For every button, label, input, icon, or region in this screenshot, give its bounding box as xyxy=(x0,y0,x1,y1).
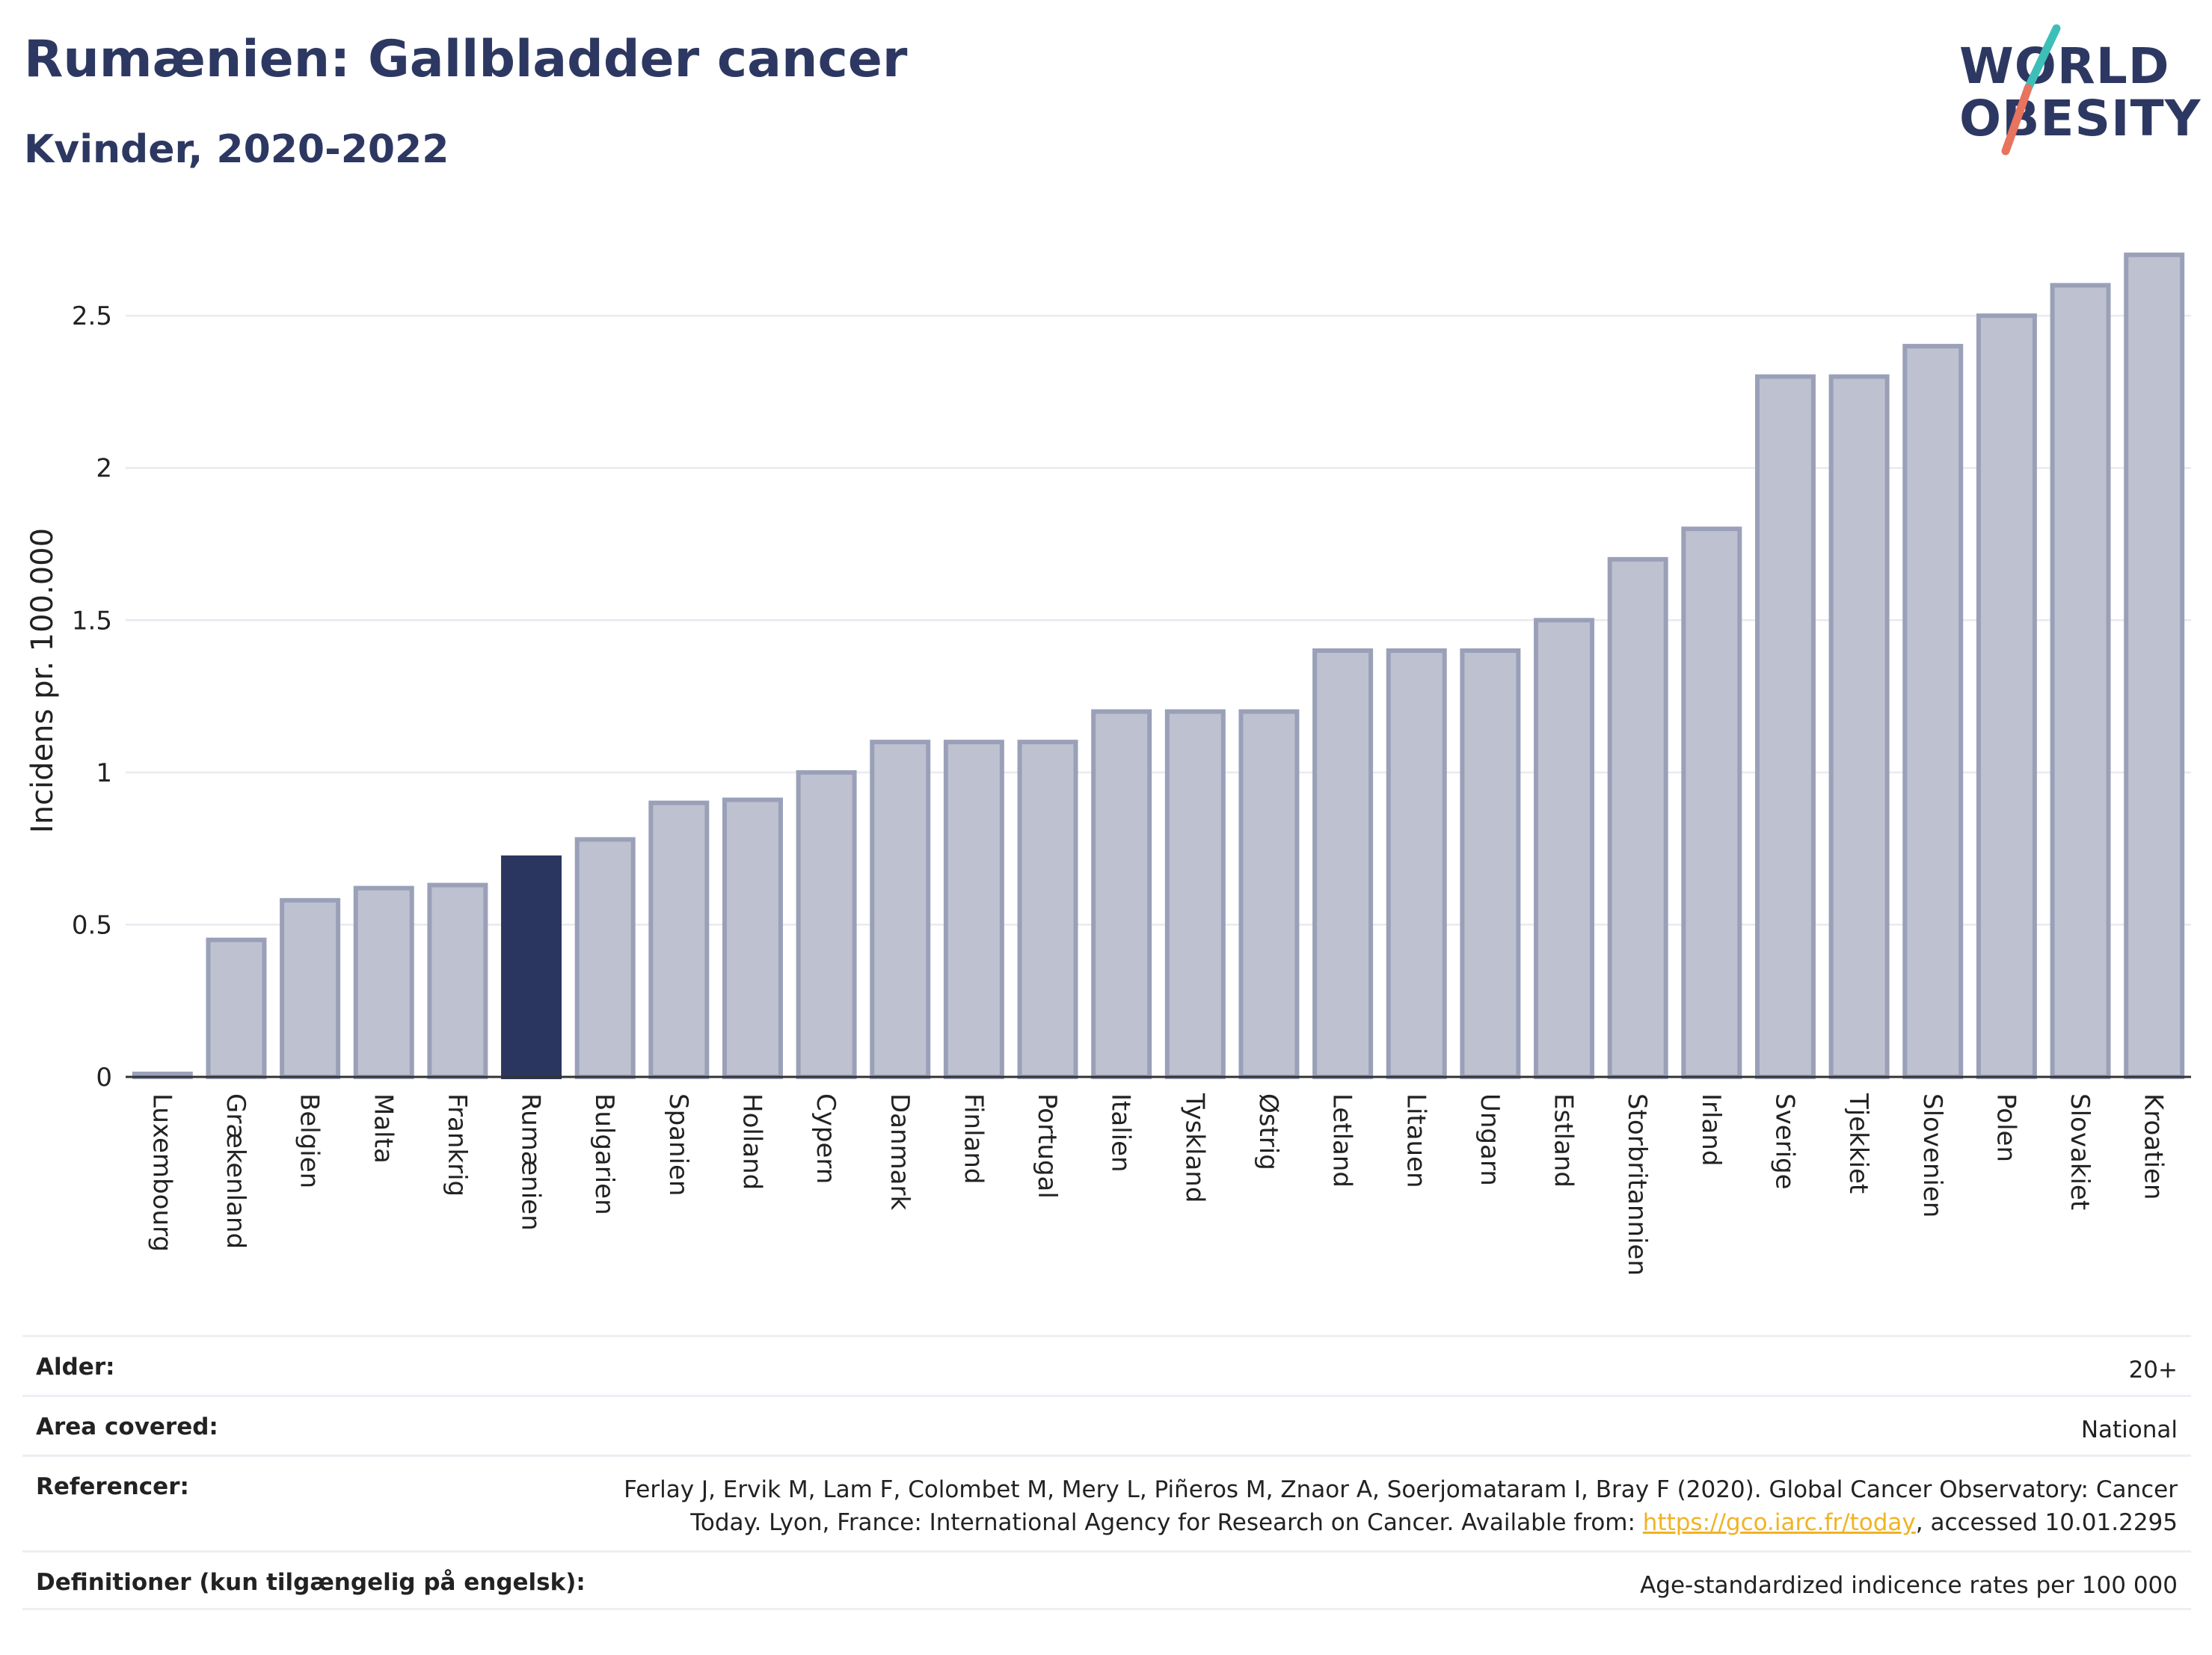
x-tick-label-17: Litauen xyxy=(1401,1093,1431,1188)
bar-3[interactable] xyxy=(353,885,414,1079)
x-tick-label-24: Slovenien xyxy=(1917,1093,1947,1218)
x-tick-label-9: Cypern xyxy=(811,1093,841,1184)
x-tick-label-2: Belgien xyxy=(295,1093,325,1188)
bar-8[interactable] xyxy=(722,797,783,1079)
y-axis-label: Incidens pr. 100.000 xyxy=(25,528,60,833)
x-tick-label-26: Slovakiet xyxy=(2065,1093,2095,1210)
bar-1[interactable] xyxy=(206,937,267,1079)
bar-4[interactable] xyxy=(427,882,488,1079)
tick-labels: 0 0.5 1 1.5 2 2.5 Luxembourg Grækenland Belgien M… xyxy=(25,301,2169,1276)
x-tick-label-12: Portugal xyxy=(1032,1093,1062,1199)
x-tick-label-20: Storbritannien xyxy=(1622,1093,1652,1276)
meta-area-value: National xyxy=(2080,1416,2178,1443)
page-title: Rumænien: Gallbladder cancer xyxy=(24,30,908,89)
bar-2[interactable] xyxy=(280,897,341,1079)
x-tick-label-7: Spanien xyxy=(663,1093,693,1196)
x-tick-label-1: Grækenland xyxy=(221,1093,251,1249)
bar-15[interactable] xyxy=(1238,709,1300,1080)
meta-age-value: 20+ xyxy=(2128,1357,2178,1384)
x-tick-label-10: Danmark xyxy=(885,1093,915,1210)
bar-6[interactable] xyxy=(574,837,636,1080)
bar-chart: 0 0.5 1 1.5 2 2.5 Luxembourg Grækenland Belgien M… xyxy=(25,252,2191,1276)
bar-24[interactable] xyxy=(1902,343,1964,1080)
y-tick-label-4: 2 xyxy=(96,454,112,484)
meta-row-definitions: Definitioner (kun tilgængelig på engelsk… xyxy=(22,1550,2191,1610)
meta-ref-label: Referencer: xyxy=(36,1473,189,1500)
x-tick-label-3: Malta xyxy=(368,1093,398,1164)
x-tick-label-6: Bulgarien xyxy=(589,1093,619,1215)
world-obesity-logo: WORLD OBESITY xyxy=(1944,22,2202,165)
meta-ref-line1: Ferlay J, Ervik M, Lam F, Colombet M, Me… xyxy=(624,1476,2178,1503)
x-tick-label-18: Ungarn xyxy=(1475,1093,1505,1186)
x-tick-label-11: Finland xyxy=(958,1093,988,1185)
x-tick-label-22: Sverige xyxy=(1769,1093,1799,1190)
bar-7[interactable] xyxy=(648,800,710,1079)
metadata-table: Alder: 20+ Area covered: National Refere… xyxy=(22,1335,2191,1610)
bar-16[interactable] xyxy=(1312,648,1374,1079)
x-tick-label-14: Tyskland xyxy=(1179,1093,1209,1203)
bar-17[interactable] xyxy=(1386,648,1447,1079)
logo-slash-icon xyxy=(2001,24,2061,156)
x-tick-label-5: Rumænien xyxy=(516,1093,546,1231)
bars xyxy=(132,252,2185,1080)
x-tick-label-15: Østrig xyxy=(1253,1093,1283,1170)
meta-row-area: Area covered: National xyxy=(22,1395,2191,1455)
reference-link[interactable]: https://gco.iarc.fr/today xyxy=(1642,1509,1916,1536)
meta-ref-line2-prefix: Today. Lyon, France: International Agenc… xyxy=(690,1509,1643,1536)
x-tick-label-25: Polen xyxy=(1991,1093,2021,1162)
x-tick-label-16: Letland xyxy=(1327,1093,1357,1188)
bar-19[interactable] xyxy=(1534,618,1595,1079)
page-subtitle: Kvinder, 2020-2022 xyxy=(24,127,449,172)
x-tick-label-4: Frankrig xyxy=(442,1093,472,1197)
bar-21[interactable] xyxy=(1681,526,1742,1079)
meta-row-references: Referencer: Ferlay J, Ervik M, Lam F, Co… xyxy=(22,1455,2191,1550)
bar-26[interactable] xyxy=(2050,283,2111,1079)
x-tick-label-23: Tjekkiet xyxy=(1843,1093,1873,1194)
x-tick-label-27: Kroatien xyxy=(2139,1093,2169,1200)
y-tick-label-2: 1 xyxy=(96,758,112,788)
y-tick-label-1: 0.5 xyxy=(72,910,112,940)
x-tick-label-8: Holland xyxy=(737,1093,766,1190)
meta-age-label: Alder: xyxy=(36,1354,115,1381)
meta-area-label: Area covered: xyxy=(36,1413,218,1440)
x-tick-label-13: Italien xyxy=(1106,1093,1136,1173)
logo-line-1: WORLD xyxy=(1959,37,2170,95)
bar-20[interactable] xyxy=(1607,556,1668,1080)
meta-def-label: Definitioner (kun tilgængelig på engelsk… xyxy=(36,1569,586,1596)
bar-18[interactable] xyxy=(1460,648,1521,1079)
bar-23[interactable] xyxy=(1828,374,1890,1080)
bar-27[interactable] xyxy=(2124,252,2185,1080)
x-tick-label-21: Irland xyxy=(1696,1093,1726,1166)
bar-10[interactable] xyxy=(870,740,931,1080)
y-tick-label-3: 1.5 xyxy=(72,606,112,636)
y-tick-label-0: 0 xyxy=(96,1063,112,1093)
logo-line-2: OBESITY xyxy=(1959,90,2202,147)
x-tick-label-19: Estland xyxy=(1549,1093,1579,1188)
bar-22[interactable] xyxy=(1754,374,1816,1080)
meta-ref-value: Ferlay J, Ervik M, Lam F, Colombet M, Me… xyxy=(624,1473,2191,1539)
bar-25[interactable] xyxy=(1976,313,2037,1079)
bar-12[interactable] xyxy=(1017,740,1078,1080)
bar-11[interactable] xyxy=(943,740,1004,1080)
bar-13[interactable] xyxy=(1091,709,1152,1080)
bar-9[interactable] xyxy=(796,770,857,1079)
bar-5[interactable] xyxy=(501,855,562,1079)
y-tick-label-5: 2.5 xyxy=(72,301,112,331)
x-tick-label-0: Luxembourg xyxy=(147,1093,176,1252)
meta-ref-line2-suffix: , accessed 10.01.2295 xyxy=(1915,1509,2178,1536)
meta-def-value: Age-standardized indicence rates per 100… xyxy=(1640,1572,2178,1599)
meta-row-age: Alder: 20+ xyxy=(22,1335,2191,1395)
bar-14[interactable] xyxy=(1164,709,1226,1080)
